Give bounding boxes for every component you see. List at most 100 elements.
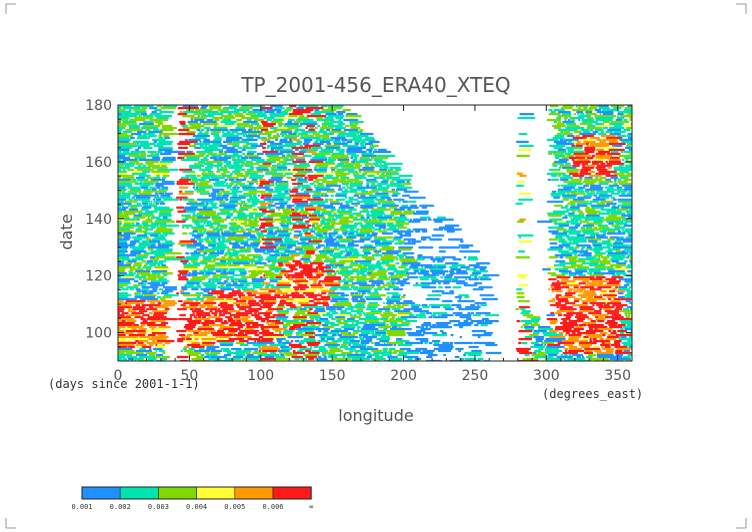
contour-cell [312,180,320,183]
contour-cell [398,351,420,355]
contour-cell [567,288,574,291]
contour-cell [313,168,327,171]
contour-cell [481,298,499,301]
contour-cell [188,144,197,147]
contour-cell [516,154,530,157]
contour-cell [152,198,155,201]
contour-cell [310,220,319,223]
contour-cell [151,216,161,219]
contour-cell [593,340,611,343]
contour-cell [573,300,580,303]
contour-cell [232,144,240,147]
contour-cell [118,256,130,259]
contour-cell [158,192,165,195]
contour-cell [198,160,206,163]
contour-cell [308,128,316,132]
contour-cell [556,132,573,136]
contour-cell [412,268,426,271]
contour-cell [216,338,226,341]
contour-cell [138,282,144,285]
contour-cell [176,180,189,183]
contour-cell [588,328,594,331]
contour-cell [421,286,437,289]
contour-cell [390,180,395,183]
contour-cell [352,218,369,221]
contour-cell [281,130,293,134]
contour-cell [274,292,288,295]
contour-cell [562,120,575,124]
contour-cell [214,310,228,313]
contour-cell [126,320,137,323]
contour-cell [406,332,422,335]
contour-cell [557,120,561,124]
contour-cell [312,142,324,145]
contour-cell [229,172,233,175]
contour-cell [141,107,148,110]
contour-cell [317,264,323,267]
contour-cell [125,262,133,265]
contour-cell [297,116,309,120]
contour-cell [371,341,374,345]
contour-cell [360,351,371,355]
contour-cell [592,304,595,307]
contour-cell [308,176,318,179]
contour-cell [259,218,274,221]
contour-cell [307,198,324,201]
contour-cell [269,113,288,116]
contour-cell [516,288,523,291]
contour-cell [516,220,524,223]
contour-cell [627,314,631,317]
contour-cell [614,308,623,311]
contour-cell [552,210,569,213]
contour-cell [595,304,604,307]
contour-cell [288,328,296,331]
contour-cell [152,202,155,205]
contour-cell [545,351,559,355]
contour-cell [349,340,361,343]
contour-cell [582,302,588,305]
contour-cell [417,254,423,257]
contour-cell [261,330,270,333]
contour-cell [316,320,330,323]
contour-cell [277,312,289,315]
contour-cell [533,336,545,339]
contour-cell [395,222,410,225]
contour-cell [230,218,235,221]
contour-cell [310,113,322,116]
contour-cell [292,111,311,114]
contour-cell [163,105,178,108]
contour-cell [606,136,623,140]
contour-cell [553,264,566,267]
contour-cell [269,264,275,267]
contour-cell [449,320,461,323]
contour-cell [421,266,424,269]
contour-cell [206,128,210,132]
contour-cell [432,334,447,337]
contour-cell [442,282,450,285]
contour-cell [234,168,246,171]
contour-cell [252,292,272,295]
contour-cell [222,194,230,197]
contour-cell [524,353,530,357]
contour-cell [189,304,199,307]
contour-cell [572,353,583,357]
contour-cell [325,184,342,187]
contour-cell [476,322,493,325]
contour-cell [433,228,444,231]
contour-cell [584,347,601,351]
contour-cell [146,176,153,179]
contour-cell [308,218,320,221]
x-axis: 0 50 100 150 200 250 300 350 [114,105,633,384]
contour-cell [212,116,224,120]
contour-cell [455,314,472,317]
contour-cell [286,198,291,201]
contour-cell [177,318,193,321]
contour-cell [292,138,301,141]
contour-cell [558,250,570,253]
contour-cell [299,288,306,291]
contour-cell [377,200,394,203]
contour-cell [216,166,220,169]
contour-cell [249,274,259,277]
contour-cell [323,330,329,333]
contour-cell [580,254,592,257]
